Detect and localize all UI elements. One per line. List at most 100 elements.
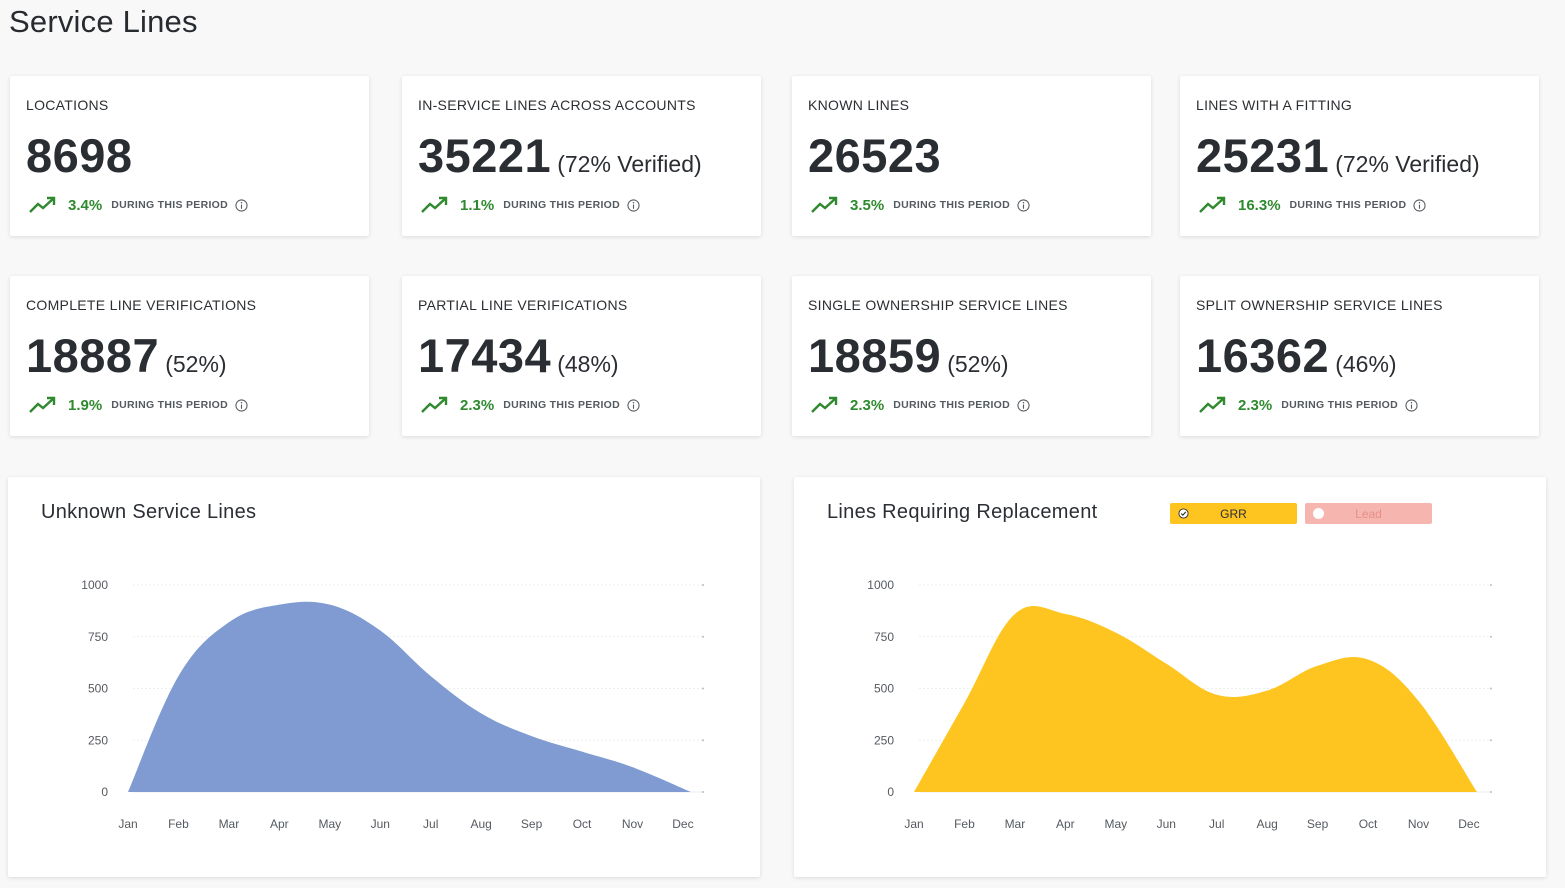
trend-percent: 3.4% bbox=[68, 196, 103, 214]
x-tick-label: Jan bbox=[904, 817, 923, 831]
stat-label: LOCATIONS bbox=[26, 97, 109, 113]
stat-value: 17434 bbox=[418, 329, 552, 382]
trend-period-label: DURING THIS PERIOD bbox=[503, 399, 621, 411]
y-tick-label: 500 bbox=[88, 682, 108, 696]
legend-label: Lead bbox=[1355, 506, 1382, 521]
trend-period-label: DURING THIS PERIOD bbox=[1289, 199, 1407, 211]
trending-up-icon bbox=[421, 196, 448, 213]
gridline-end-dot bbox=[702, 584, 704, 586]
y-tick-label: 0 bbox=[887, 785, 894, 799]
chart-card-lines-requiring-replacement: Lines Requiring Replacement GRR Lead 0 25… bbox=[794, 477, 1546, 877]
x-tick-label: Jul bbox=[1209, 817, 1224, 831]
stat-label: SINGLE OWNERSHIP SERVICE LINES bbox=[808, 297, 1068, 313]
chart-title: Unknown Service Lines bbox=[41, 501, 257, 523]
x-tick-label: Feb bbox=[168, 817, 189, 831]
stat-value: 18887 bbox=[26, 329, 160, 382]
radio-dot-icon bbox=[1313, 508, 1324, 519]
x-tick-label: Jun bbox=[371, 817, 390, 831]
stat-card-known-lines: KNOWN LINES 26523 3.5% DURING THIS PERIO… bbox=[792, 76, 1151, 236]
stat-label: IN-SERVICE LINES ACROSS ACCOUNTS bbox=[418, 97, 696, 113]
y-tick-label: 1000 bbox=[867, 578, 894, 592]
trend-period-label: DURING THIS PERIOD bbox=[893, 399, 1011, 411]
check-circle-icon bbox=[1178, 508, 1189, 519]
gridline-end-dot bbox=[1490, 791, 1492, 793]
unknown-lines-area-chart: 0 250 500 750 1000 Jan Feb Mar Apr May Jun Jul Aug Se… bbox=[81, 578, 704, 831]
stat-suffix: (52%) bbox=[947, 351, 1009, 377]
legend-toggle-grr[interactable]: GRR bbox=[1170, 503, 1297, 524]
x-tick-label: Dec bbox=[672, 817, 693, 831]
trend-period-label: DURING THIS PERIOD bbox=[1281, 399, 1399, 411]
trend-percent: 2.3% bbox=[460, 396, 495, 414]
x-tick-label: Mar bbox=[1005, 817, 1026, 831]
x-tick-label: Mar bbox=[219, 817, 240, 831]
stat-suffix: (72% Verified) bbox=[1335, 151, 1480, 177]
page-title: Service Lines bbox=[9, 4, 198, 39]
stat-label: COMPLETE LINE VERIFICATIONS bbox=[26, 297, 257, 313]
stat-card-partial-verifications: PARTIAL LINE VERIFICATIONS 17434 (48%) 2.… bbox=[402, 276, 761, 436]
stat-card-lines-with-fitting: LINES WITH A FITTING 25231 (72% Verified)… bbox=[1180, 76, 1539, 236]
x-tick-label: May bbox=[1104, 817, 1127, 831]
trend-period-label: DURING THIS PERIOD bbox=[503, 199, 621, 211]
chart-title: Lines Requiring Replacement bbox=[827, 501, 1098, 523]
info-circle-icon[interactable] bbox=[235, 398, 248, 412]
gridline-end-dot bbox=[702, 687, 704, 690]
x-tick-label: Nov bbox=[622, 817, 643, 831]
stat-value: 35221 bbox=[418, 129, 552, 182]
y-tick-label: 250 bbox=[88, 733, 108, 747]
trending-up-icon bbox=[421, 396, 448, 413]
chart-card-unknown-service-lines: Unknown Service Lines 0 250 500 750 1000 Jan F… bbox=[8, 477, 760, 877]
gridline-end-dot bbox=[702, 635, 704, 638]
trend-period-label: DURING THIS PERIOD bbox=[111, 399, 229, 411]
y-tick-label: 0 bbox=[101, 785, 108, 799]
x-tick-label: Feb bbox=[954, 817, 975, 831]
trend-percent: 2.3% bbox=[1238, 396, 1273, 414]
legend-toggle-lead[interactable]: Lead bbox=[1305, 503, 1432, 524]
x-tick-label: Sep bbox=[521, 817, 543, 831]
stat-label: KNOWN LINES bbox=[808, 97, 910, 113]
info-circle-icon[interactable] bbox=[627, 198, 640, 212]
x-tick-label: Jul bbox=[423, 817, 438, 831]
trending-up-icon bbox=[29, 196, 56, 213]
x-tick-label: Apr bbox=[1056, 817, 1075, 831]
x-tick-label: Aug bbox=[470, 817, 491, 831]
stat-value: 8698 bbox=[26, 129, 133, 182]
gridline-end-dot bbox=[702, 739, 704, 742]
trending-up-icon bbox=[811, 196, 838, 213]
gridline-end-dot bbox=[702, 791, 704, 793]
x-tick-label: Sep bbox=[1307, 817, 1329, 831]
replacement-lines-area-chart: 0 250 500 750 1000 Jan Feb Mar Apr May Jun Jul Aug Se… bbox=[867, 578, 1492, 831]
x-tick-label: Jun bbox=[1157, 817, 1176, 831]
x-tick-label: Oct bbox=[573, 817, 592, 831]
trending-up-icon bbox=[29, 396, 56, 413]
stat-suffix: (72% Verified) bbox=[557, 151, 702, 177]
trending-up-icon bbox=[811, 396, 838, 413]
trend-percent: 2.3% bbox=[850, 396, 885, 414]
stat-value: 26523 bbox=[808, 129, 942, 182]
x-tick-label: Oct bbox=[1359, 817, 1378, 831]
x-tick-label: Aug bbox=[1256, 817, 1277, 831]
stat-suffix: (48%) bbox=[557, 351, 619, 377]
info-circle-icon[interactable] bbox=[627, 398, 640, 412]
stat-label: SPLIT OWNERSHIP SERVICE LINES bbox=[1196, 297, 1443, 313]
stat-value: 16362 bbox=[1196, 329, 1330, 382]
gridline-end-dot bbox=[1490, 635, 1492, 638]
stat-suffix: (52%) bbox=[165, 351, 227, 377]
info-circle-icon[interactable] bbox=[1405, 398, 1418, 412]
x-tick-label: Apr bbox=[270, 817, 289, 831]
trend-percent: 3.5% bbox=[850, 196, 885, 214]
trend-period-label: DURING THIS PERIOD bbox=[111, 199, 229, 211]
x-tick-label: Nov bbox=[1408, 817, 1429, 831]
info-circle-icon[interactable] bbox=[1017, 198, 1030, 212]
y-tick-label: 750 bbox=[88, 630, 108, 644]
gridline-end-dot bbox=[1490, 584, 1492, 586]
info-circle-icon[interactable] bbox=[1413, 198, 1426, 212]
x-tick-label: Jan bbox=[118, 817, 137, 831]
trend-percent: 1.9% bbox=[68, 396, 103, 414]
y-tick-label: 250 bbox=[874, 733, 894, 747]
trending-up-icon bbox=[1199, 396, 1226, 413]
stat-label: LINES WITH A FITTING bbox=[1196, 97, 1353, 113]
stat-card-complete-verifications: COMPLETE LINE VERIFICATIONS 18887 (52%) 1… bbox=[10, 276, 369, 436]
info-circle-icon[interactable] bbox=[1017, 398, 1030, 412]
legend-label: GRR bbox=[1220, 506, 1247, 521]
info-circle-icon[interactable] bbox=[235, 198, 248, 212]
